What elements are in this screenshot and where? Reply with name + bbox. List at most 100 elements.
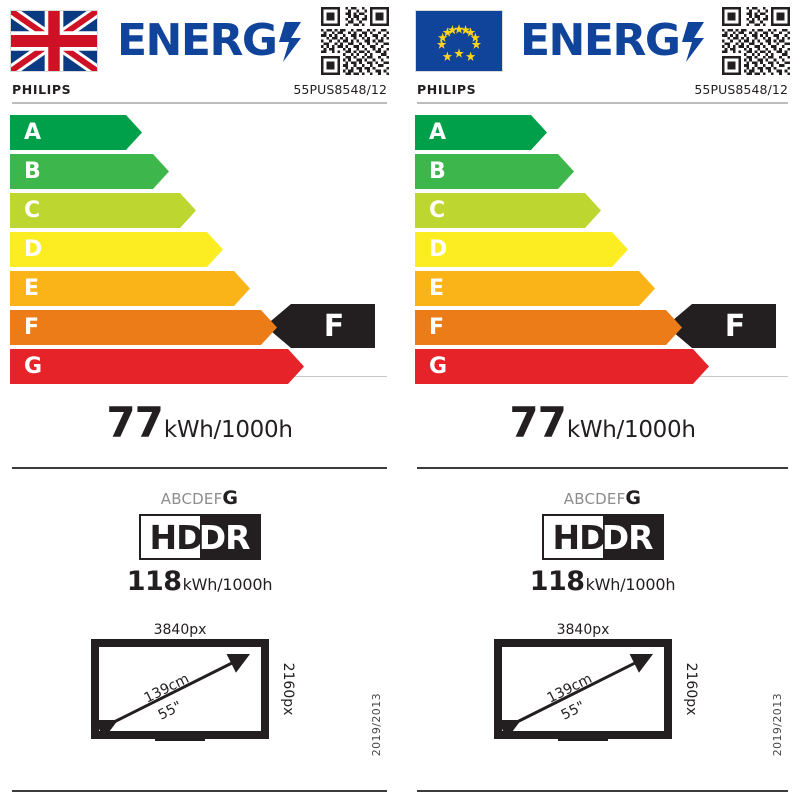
tv-diagonal-cm: 139cm <box>544 671 594 707</box>
brand-row-eu: PHILIPS 55PUS8548/12 <box>415 82 790 102</box>
consumption-sdr-unit: kWh/1000h <box>163 417 293 443</box>
bar-a-shape <box>10 115 142 150</box>
bar-e-label: E <box>429 275 445 301</box>
consumption-sdr-value: 77 <box>509 398 566 447</box>
bar-c-shape <box>415 193 601 228</box>
label-header-uk: ENERG <box>10 0 389 82</box>
consumption-hdr-uk: 118 kWh/1000h <box>127 566 273 597</box>
consumption-hdr-unit: kWh/1000h <box>182 575 273 594</box>
tv-width-label: 3840px <box>556 622 609 638</box>
energy-bar-d: D <box>10 232 389 267</box>
bar-e-shape <box>10 271 250 306</box>
tv-width-label: 3840px <box>153 622 206 638</box>
bar-b: B <box>415 154 790 189</box>
bar-e-label: E <box>24 275 40 301</box>
bar-b-label: B <box>24 158 41 184</box>
rated-class-arrow-uk: F <box>265 300 375 352</box>
energy-bar-b: B <box>415 154 790 189</box>
model-number: 55PUS8548/12 <box>694 82 788 97</box>
lightning-bolt-icon <box>681 22 704 62</box>
bar-a: A <box>415 115 790 150</box>
hdr-logo-left-half <box>543 516 603 558</box>
bar-d-label: D <box>429 236 448 262</box>
qr-code-uk <box>321 7 389 75</box>
hdr-block-eu: ABCDEFG HDR HDR 118 kWh/1000h <box>415 469 790 598</box>
hdr-mini-scale-dim: ABCDEF <box>563 490 626 508</box>
bar-g-shape <box>415 349 709 384</box>
bar-a: A <box>10 115 389 150</box>
hdr-mini-scale: ABCDEFG <box>564 489 641 508</box>
bar-c-label: C <box>429 197 446 223</box>
bar-e: E <box>415 271 790 306</box>
energy-bar-f: F <box>415 310 790 345</box>
hdr-logo: HDR HDR <box>138 514 261 560</box>
rated-arrow-shape <box>666 304 776 348</box>
consumption-hdr-value: 118 <box>126 566 182 597</box>
consumption-hdr-value: 118 <box>529 566 585 597</box>
hdr-logo-text-dark: HDR <box>552 517 603 557</box>
hdr-mini-scale-active: G <box>625 487 642 509</box>
brand-name: PHILIPS <box>12 82 72 97</box>
energy-bar-d: D <box>415 232 790 267</box>
energy-label-panel-uk: ENERG <box>10 0 389 802</box>
energy-class-scale-uk: A B C <box>10 104 389 384</box>
consumption-sdr-value: 77 <box>106 398 163 447</box>
bar-g-shape <box>10 349 304 384</box>
label-header-eu: ENERG <box>415 0 790 82</box>
tv-diagonal-in: 55" <box>558 698 587 723</box>
hdr-logo-text-light: HDR <box>602 517 654 557</box>
bottom-divider <box>417 790 788 792</box>
tv-diagram-wrap-uk: 3840px 139cm 55" 2160p <box>10 597 389 802</box>
energy-bar-c: C <box>415 193 790 228</box>
energy-bar-e: E <box>415 271 790 306</box>
energy-bar-a: A <box>10 115 389 150</box>
hdr-logo-text: HDR HDR <box>141 516 259 558</box>
consumption-hdr-eu: 118 kWh/1000h <box>530 566 676 597</box>
hdr-logo-left-half <box>140 516 200 558</box>
rated-class-letter: F <box>323 308 345 344</box>
bar-f-label: F <box>24 314 40 340</box>
tv-diagonal-cm: 139cm <box>141 671 191 707</box>
bar-f-label: F <box>429 314 445 340</box>
lightning-bolt-icon <box>278 22 301 62</box>
bar-g-label: G <box>24 353 43 379</box>
hdr-mini-scale-active: G <box>222 487 239 509</box>
svg-text:ENERG: ENERG <box>520 18 679 64</box>
energy-class-scale-eu: A B C <box>415 104 790 384</box>
header-divider <box>12 102 387 104</box>
bar-d-shape <box>10 232 223 267</box>
bar-a-label: A <box>24 119 42 145</box>
qr-code-eu <box>722 7 790 75</box>
tv-diagram-wrap-eu: 3840px 139cm 55" 2160p <box>415 597 790 802</box>
eu-flag-icon <box>415 10 503 72</box>
bar-b-shape <box>10 154 169 189</box>
header-divider <box>417 102 788 104</box>
tv-height-label: 2160px <box>683 663 699 716</box>
bar-d: D <box>415 232 790 267</box>
bar-c-shape <box>10 193 196 228</box>
rated-arrow-shape <box>265 304 375 348</box>
consumption-divider <box>417 467 788 469</box>
energy-label-panel-eu: ENERG <box>401 0 802 802</box>
consumption-hdr-unit: kWh/1000h <box>585 575 676 594</box>
bar-d-label: D <box>24 236 43 262</box>
bar-a-shape <box>415 115 547 150</box>
tv-diagram-uk: 3840px 139cm 55" 2160p <box>10 621 389 741</box>
tv-diagram-eu: 3840px 139cm 55" 2160p <box>415 621 790 741</box>
brand-name: PHILIPS <box>417 82 477 97</box>
bar-d-shape <box>415 232 628 267</box>
bottom-divider <box>12 790 387 792</box>
hdr-logo-text-light: HDR <box>199 517 251 557</box>
consumption-sdr-eu: 77 kWh/1000h <box>415 377 790 467</box>
energ-text: ENERG <box>117 18 276 64</box>
hdr-logo-text-dark: HDR <box>149 517 200 557</box>
bar-e: E <box>10 271 389 306</box>
rated-class-letter: F <box>724 308 746 344</box>
bar-f: F <box>415 310 790 345</box>
consumption-sdr-uk: 77 kWh/1000h <box>10 377 389 467</box>
consumption-divider <box>12 467 387 469</box>
energy-bar-a: A <box>415 115 790 150</box>
hdr-mini-scale-dim: ABCDEF <box>160 490 223 508</box>
bar-g: G <box>415 349 790 384</box>
